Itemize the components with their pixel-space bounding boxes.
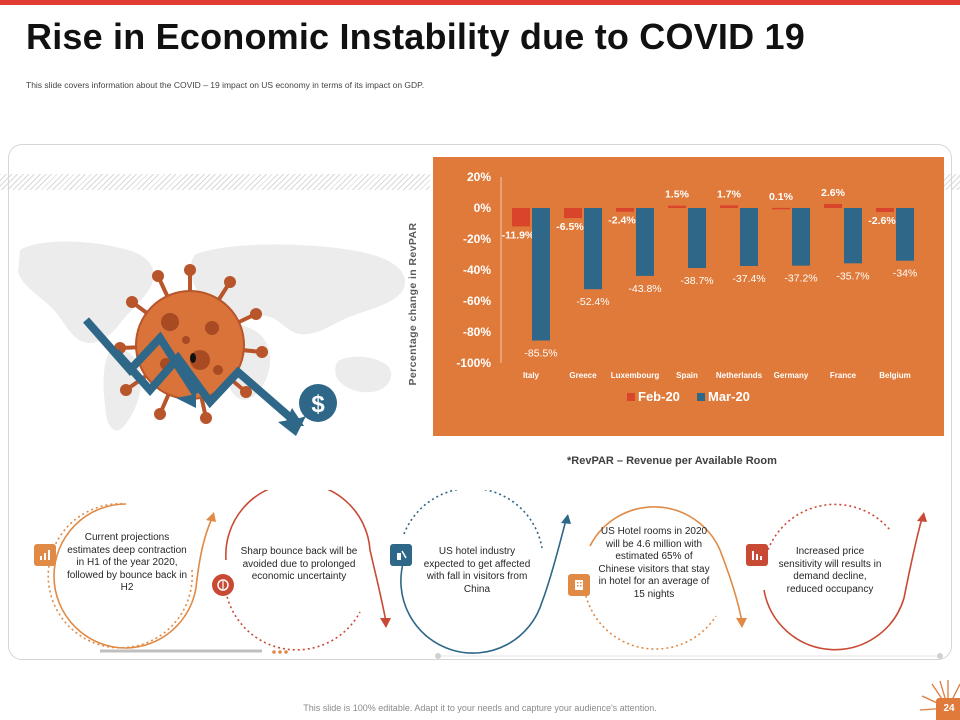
data-label-feb-20: 2.6% <box>821 187 846 199</box>
circle-4-solid-arc-top <box>589 506 721 551</box>
data-label-feb-20: -11.9% <box>502 229 535 241</box>
revpar-bar-chart: 20% 0% -20% -40% -60% -80% -100% -11.9% -85.5% It… <box>456 170 918 404</box>
y-tick-label: -60% <box>463 294 491 308</box>
x-tick-label: Luxembourg <box>611 371 660 380</box>
circle-2-solid-arc-top <box>225 490 371 561</box>
bar-feb-20-germany <box>772 207 790 210</box>
bar-mar-20-germany <box>792 208 810 266</box>
bar-mar-20-netherlands <box>740 208 758 266</box>
bar-mar-20-spain <box>688 208 706 268</box>
circle-2-text: Sharp bounce back will be avoided due to… <box>240 546 358 582</box>
dollar-glyph: $ <box>311 391 325 418</box>
bar-feb-20-netherlands <box>720 205 738 208</box>
bar-feb-20-italy <box>512 208 530 227</box>
bar-chart-icon <box>34 544 56 566</box>
data-label-feb-20: -2.4% <box>608 215 636 227</box>
bar-mar-20-italy <box>532 208 550 341</box>
bar-feb-20-belgium <box>876 208 894 213</box>
circle-4-dotted-arc <box>583 585 717 650</box>
y-tick-label: -40% <box>463 263 491 277</box>
data-label-mar-20: -52.4% <box>576 296 609 308</box>
circle-2-arrow <box>369 549 387 623</box>
hotel-building-icon <box>568 574 590 596</box>
data-label-mar-20: -37.2% <box>784 273 817 285</box>
data-label-feb-20: 0.1% <box>769 191 794 203</box>
page-number: 24 <box>936 698 960 720</box>
hatch-band-left <box>0 174 430 190</box>
legend-swatch-mar-20 <box>697 393 705 401</box>
bar-mar-20-belgium <box>896 208 914 261</box>
legend-swatch-feb-20 <box>627 393 635 401</box>
x-tick-label: Germany <box>774 371 809 380</box>
circle-2-dotted-arc <box>225 591 361 651</box>
x-tick-label: Spain <box>676 371 698 380</box>
bar-feb-20-spain <box>668 205 686 208</box>
y-tick-label: 0% <box>474 201 492 215</box>
hotel-decline-icon <box>390 544 412 566</box>
circle-3-solid-arc <box>400 519 567 654</box>
footer-note: This slide is 100% editable. Adapt it to… <box>303 703 657 713</box>
bar-mar-20-france <box>844 208 862 264</box>
x-tick-label: France <box>830 371 857 380</box>
y-tick-label: -80% <box>463 325 491 339</box>
price-chart-icon <box>746 544 768 566</box>
data-label-mar-20: -37.4% <box>732 273 765 285</box>
legend-label-mar-20: Mar-20 <box>708 389 750 404</box>
world-map-icon <box>18 241 406 431</box>
page-subtitle: This slide covers information about the … <box>26 80 425 90</box>
circles-decoration <box>47 490 943 659</box>
circle-4-arrow <box>719 549 743 623</box>
y-axis-label-wrap: Percentage change in RevPAR <box>400 200 426 420</box>
content-frame <box>8 144 952 660</box>
dollar-icon <box>299 384 337 422</box>
data-label-mar-20: -35.7% <box>836 270 869 282</box>
y-tick-label: -100% <box>456 356 491 370</box>
x-tick-label: Belgium <box>879 371 911 380</box>
bar-feb-20-france <box>824 203 842 208</box>
bar-mar-20-luxembourg <box>636 208 654 276</box>
virus-icon <box>114 264 268 424</box>
data-label-mar-20: -34% <box>893 268 918 280</box>
data-label-mar-20: -85.5% <box>524 348 557 360</box>
data-label-feb-20: 1.7% <box>717 188 742 200</box>
circle-1-dotted-arc <box>47 502 194 649</box>
circle-5-text: Increased price sensitivity will results… <box>778 546 882 595</box>
circle-5-solid-arc <box>763 517 923 651</box>
chart-panel <box>433 157 944 436</box>
bar-feb-20-luxembourg <box>616 208 634 212</box>
x-tick-label: Netherlands <box>716 371 763 380</box>
y-tick-label: 20% <box>467 170 491 184</box>
y-tick-label: -20% <box>463 232 491 246</box>
data-label-mar-20: -43.8% <box>628 283 661 295</box>
circle-3-text: US hotel industry expected to get affect… <box>423 546 531 595</box>
covid-economy-illustration: $ <box>18 241 406 436</box>
data-label-mar-20: -38.7% <box>680 275 713 287</box>
y-axis-label: Percentage change in RevPAR <box>407 222 419 386</box>
top-accent-bar <box>0 0 960 5</box>
page-title: Rise in Economic Instability due to COVI… <box>26 16 805 57</box>
hatch-band-right <box>944 174 960 190</box>
bar-mar-20-greece <box>584 208 602 290</box>
revpar-footnote: *RevPAR – Revenue per Available Room <box>567 455 777 467</box>
circle-1-solid-arc <box>53 503 197 649</box>
data-label-feb-20: -6.5% <box>556 221 584 233</box>
circle-1-text: Current projections estimates deep contr… <box>66 532 188 593</box>
bar-feb-20-greece <box>564 208 582 219</box>
circle-1-arrow <box>195 517 213 589</box>
x-tick-label: Italy <box>523 371 540 380</box>
circle-4-text: US Hotel rooms in 2020 will be 4.6 milli… <box>598 526 710 600</box>
x-tick-label: Greece <box>569 371 597 380</box>
legend-label-feb-20: Feb-20 <box>638 389 680 404</box>
data-label-feb-20: -2.6% <box>868 215 896 227</box>
circle-3-dotted-arc <box>403 490 543 549</box>
money-bag-icon <box>212 574 234 596</box>
circle-5-dotted-arc <box>763 503 891 565</box>
data-label-feb-20: 1.5% <box>665 189 690 201</box>
falling-arrow-icon <box>82 317 303 430</box>
